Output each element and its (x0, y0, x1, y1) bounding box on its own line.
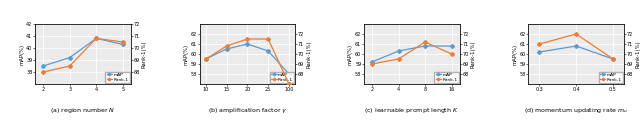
Y-axis label: mAP(%): mAP(%) (512, 43, 517, 65)
Rank-1 (421, 41, 429, 43)
Line: mAP: mAP (42, 37, 124, 67)
Legend: mAP, Rank-1: mAP, Rank-1 (106, 72, 130, 83)
Title: (c) learnable prompt length $K$: (c) learnable prompt length $K$ (364, 106, 460, 115)
Rank-1 (119, 41, 127, 43)
Legend: mAP, Rank-1: mAP, Rank-1 (435, 72, 459, 83)
Rank-1 (609, 58, 617, 60)
Legend: mAP, Rank-1: mAP, Rank-1 (270, 72, 294, 83)
Title: (b) amplification factor $\gamma$: (b) amplification factor $\gamma$ (207, 106, 287, 115)
Rank-1 (536, 43, 543, 45)
Rank-1 (66, 65, 74, 67)
Rank-1 (368, 63, 376, 65)
Rank-1 (223, 45, 230, 47)
Rank-1 (264, 38, 272, 40)
mAP (66, 57, 74, 58)
Line: Rank-1: Rank-1 (204, 38, 291, 85)
mAP (285, 73, 292, 75)
Line: Rank-1: Rank-1 (42, 37, 124, 73)
Line: mAP: mAP (371, 45, 453, 63)
mAP (202, 58, 210, 60)
Rank-1 (39, 71, 47, 73)
Rank-1 (244, 38, 252, 40)
Line: mAP: mAP (204, 43, 291, 75)
mAP (572, 45, 580, 47)
Y-axis label: Rank-1(%): Rank-1(%) (635, 40, 640, 68)
Y-axis label: Rank-1(%): Rank-1(%) (470, 40, 476, 68)
mAP (395, 50, 403, 52)
Line: Rank-1: Rank-1 (538, 33, 614, 60)
mAP (92, 38, 100, 39)
mAP (609, 58, 617, 60)
Rank-1 (572, 33, 580, 35)
Y-axis label: mAP(%): mAP(%) (184, 43, 189, 65)
Title: (d) momentum updating rate $m_u$: (d) momentum updating rate $m_u$ (524, 106, 628, 115)
mAP (536, 51, 543, 53)
mAP (223, 48, 230, 50)
mAP (39, 65, 47, 67)
mAP (244, 43, 252, 45)
mAP (421, 45, 429, 47)
Title: (a) region number $N$: (a) region number $N$ (51, 106, 116, 115)
Y-axis label: Rank-1(%): Rank-1(%) (307, 40, 311, 68)
Rank-1 (285, 83, 292, 85)
Line: Rank-1: Rank-1 (371, 41, 453, 65)
Rank-1 (202, 58, 210, 60)
mAP (264, 50, 272, 52)
Legend: mAP, Rank-1: mAP, Rank-1 (598, 72, 623, 83)
mAP (119, 44, 127, 45)
mAP (448, 45, 456, 47)
Y-axis label: Rank-1(%): Rank-1(%) (142, 40, 147, 68)
Y-axis label: mAP(%): mAP(%) (348, 43, 353, 65)
Rank-1 (92, 38, 100, 39)
mAP (368, 61, 376, 63)
Rank-1 (448, 53, 456, 55)
Rank-1 (395, 58, 403, 60)
Y-axis label: mAP(%): mAP(%) (19, 43, 24, 65)
Line: mAP: mAP (538, 45, 614, 60)
